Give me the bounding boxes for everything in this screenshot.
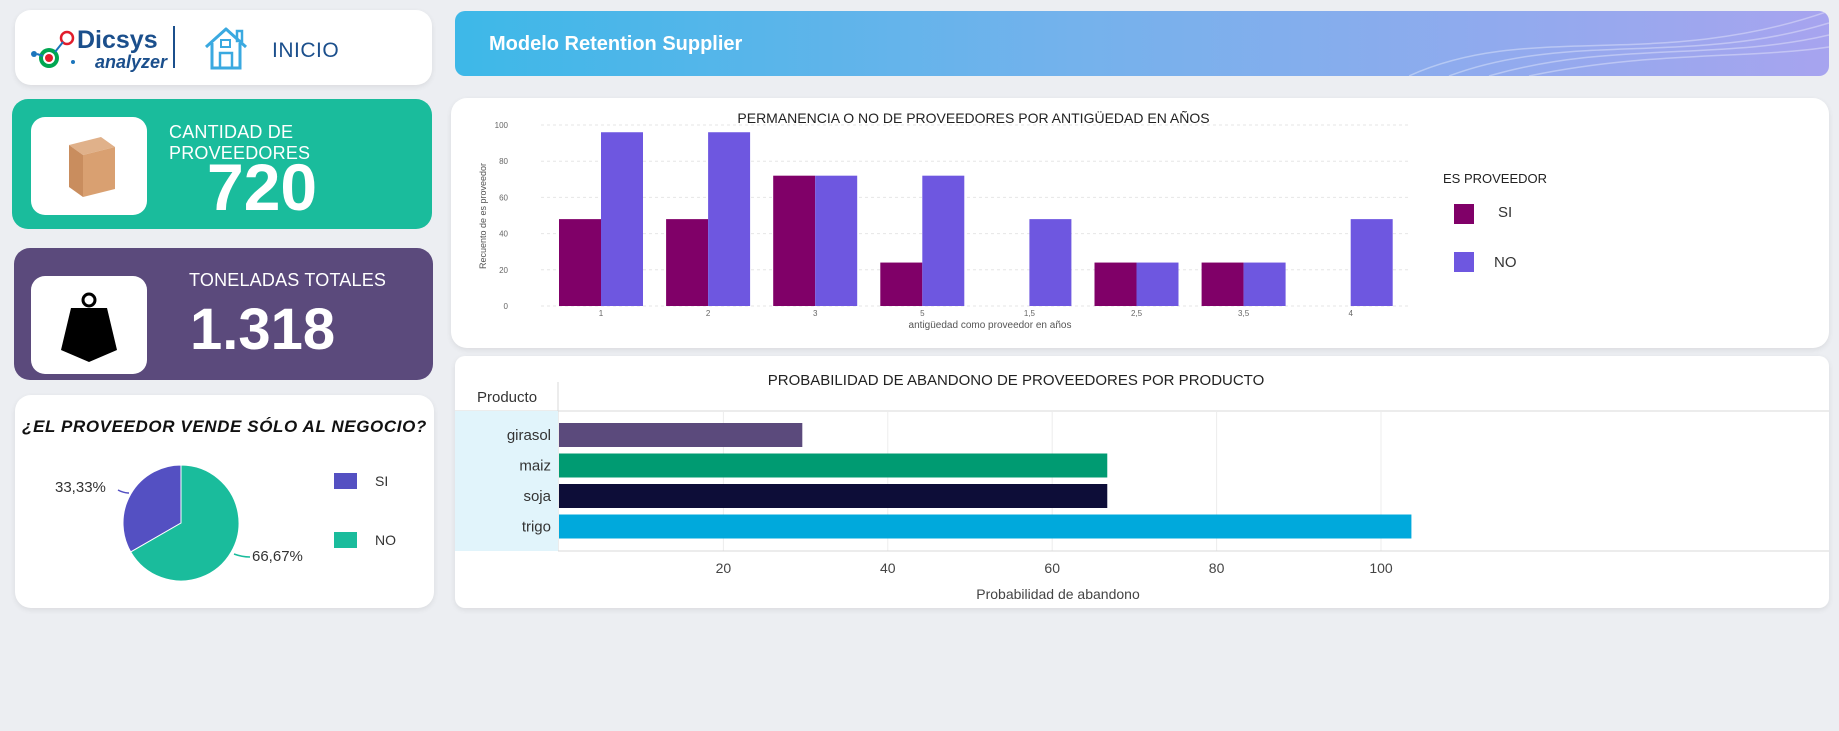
weight-icon-container — [31, 276, 147, 374]
bar-si-1 — [559, 219, 601, 306]
hbar-chart: Producto 20 40 60 80 100 girasol maiz soja trigo P… — [455, 382, 1829, 602]
hbar-chart-card: PROBABILIDAD DE ABANDONO DE PROVEEDORES … — [455, 356, 1829, 608]
logo-card: Dicsys analyzer INICIO — [15, 10, 432, 85]
kpi-card-providers: CANTIDAD DE PROVEEDORES 720 — [12, 99, 432, 229]
hbar-x-tick-label: 40 — [880, 560, 896, 576]
nav-home-link[interactable]: INICIO — [272, 39, 340, 62]
bar-x-tick-label: 3,5 — [1238, 309, 1250, 318]
box-icon — [69, 137, 115, 197]
bar-chart: 0 20 40 60 80 100 1 2 3 5 1,5 2,5 3,5 4 antigüedad com… — [478, 121, 1411, 331]
hbar-category-label-maiz: maiz — [519, 458, 551, 475]
pie-legend-swatch-si — [334, 473, 357, 489]
pie-chart: 33,33% 66,67% SI NO — [55, 464, 396, 582]
bar-y-tick-label: 80 — [499, 157, 508, 166]
logo-divider — [173, 26, 175, 68]
bar-no-2 — [708, 132, 751, 306]
bar-x-tick-label: 5 — [920, 309, 925, 318]
logo-main-text: Dicsys — [77, 26, 158, 54]
bar-x-tick-label: 4 — [1348, 309, 1353, 318]
bar-y-axis-label: Recuento de es proveedor — [478, 163, 488, 269]
bar-x-tick-label: 2 — [706, 309, 711, 318]
bar-no-3 — [815, 175, 858, 306]
bar-chart-card: PERMANENCIA O NO DE PROVEEDORES POR ANTI… — [451, 98, 1829, 348]
bar-chart-title: PERMANENCIA O NO DE PROVEEDORES POR ANTI… — [737, 110, 1210, 126]
hbar-bar-maiz — [559, 453, 1108, 478]
bar-si-7 — [1201, 262, 1244, 306]
bar-no-6 — [1136, 262, 1179, 306]
bar-no-5 — [1029, 219, 1072, 306]
bar-y-tick-label: 60 — [499, 193, 508, 202]
hbar-bar-girasol — [559, 423, 803, 447]
banner-pattern — [1409, 11, 1829, 76]
hbar-category-band — [455, 411, 558, 551]
pie-leader-line — [233, 553, 251, 558]
legend-swatch-no — [1454, 252, 1474, 272]
hbar-header-cell — [455, 382, 558, 411]
bar-no-7 — [1243, 262, 1286, 306]
bar-y-tick-label: 0 — [504, 302, 509, 311]
hbar-x-tick-label: 80 — [1209, 560, 1225, 576]
pie-slice-si — [122, 464, 182, 553]
pie-chart-card: ¿EL PROVEEDOR VENDE SÓLO AL NEGOCIO? 33,… — [15, 395, 434, 608]
hbar-category-label-soja: soja — [523, 488, 551, 505]
hbar-bar-soja — [559, 484, 1108, 508]
bar-no-8 — [1350, 219, 1393, 306]
pie-legend-swatch-no — [334, 532, 357, 548]
legend-label-si: SI — [1498, 204, 1513, 221]
kpi-tons-value: 1.318 — [190, 297, 336, 362]
bar-x-axis-label: antigüedad como proveedor en años — [909, 320, 1072, 331]
pie-legend-label-no: NO — [375, 532, 396, 548]
legend-label-no: NO — [1494, 254, 1517, 271]
hbar-category-label-girasol: girasol — [507, 427, 551, 444]
hbar-chart-title: PROBABILIDAD DE ABANDONO DE PROVEEDORES … — [767, 372, 1265, 389]
kpi-card-tons: TONELADAS TOTALES 1.318 — [14, 248, 433, 380]
bar-y-tick-label: 20 — [499, 266, 508, 275]
bar-y-tick-label: 100 — [495, 121, 509, 130]
bar-si-4 — [880, 262, 923, 306]
bar-no-4 — [922, 175, 965, 306]
kpi-providers-value: 720 — [207, 150, 318, 224]
pie-slice-no — [130, 464, 240, 582]
bar-si-6 — [1094, 262, 1137, 306]
logo-sub-text: analyzer — [95, 52, 168, 72]
kpi-providers-label: CANTIDAD DE PROVEEDORES — [169, 122, 311, 163]
bar-y-tick-label: 40 — [499, 230, 508, 239]
hbar-bar-trigo — [559, 514, 1412, 539]
bar-si-2 — [666, 219, 709, 306]
bar-x-tick-label: 3 — [813, 309, 818, 318]
hbar-x-tick-label: 100 — [1369, 560, 1393, 576]
pie-legend-label-si: SI — [375, 473, 388, 489]
kpi-tons-label: TONELADAS TOTALES — [189, 270, 387, 290]
title-banner: Modelo Retention Supplier — [455, 11, 1829, 76]
weight-icon — [61, 292, 117, 362]
bar-x-tick-label: 1 — [599, 309, 604, 318]
hbar-category-label-trigo: trigo — [522, 519, 551, 536]
pie-leader-line — [117, 489, 130, 494]
bar-no-1 — [601, 132, 643, 306]
box-icon-container — [31, 117, 147, 215]
pie-value-label: 66,67% — [252, 548, 303, 565]
bar-x-tick-label: 1,5 — [1024, 309, 1036, 318]
hbar-x-axis-label: Probabilidad de abandono — [976, 586, 1140, 602]
dicsys-logo-icon — [31, 30, 75, 68]
legend-swatch-si — [1454, 204, 1474, 224]
pie-chart-title: ¿EL PROVEEDOR VENDE SÓLO AL NEGOCIO? — [22, 417, 427, 436]
banner-title: Modelo Retention Supplier — [489, 33, 743, 55]
bar-si-3 — [773, 175, 816, 306]
home-icon[interactable] — [201, 23, 251, 73]
bar-x-tick-label: 2,5 — [1131, 309, 1143, 318]
hbar-x-tick-label: 20 — [716, 560, 732, 576]
hbar-column-header: Producto — [477, 389, 537, 406]
pie-value-label: 33,33% — [55, 479, 106, 496]
bar-legend-title: ES PROVEEDOR — [1443, 171, 1548, 186]
hbar-x-tick-label: 60 — [1044, 560, 1060, 576]
